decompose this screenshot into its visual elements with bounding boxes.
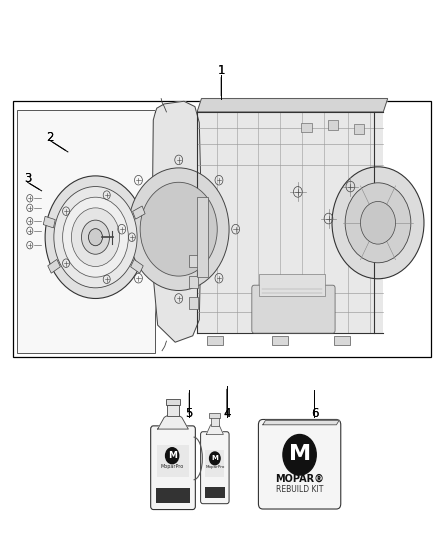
Bar <box>301 123 312 132</box>
Circle shape <box>360 201 396 244</box>
Circle shape <box>332 167 424 279</box>
Bar <box>259 274 325 296</box>
Circle shape <box>128 168 229 290</box>
Text: M: M <box>289 443 311 464</box>
Text: 2: 2 <box>46 131 54 144</box>
Circle shape <box>54 187 137 288</box>
Bar <box>189 255 198 266</box>
Polygon shape <box>263 421 339 425</box>
Circle shape <box>88 229 102 246</box>
Text: 4: 4 <box>223 407 231 419</box>
Polygon shape <box>197 99 388 112</box>
Bar <box>167 405 179 416</box>
FancyBboxPatch shape <box>252 285 335 333</box>
Circle shape <box>45 176 146 298</box>
Text: 5: 5 <box>186 407 193 419</box>
Bar <box>48 260 60 273</box>
Polygon shape <box>158 414 188 429</box>
Text: 3: 3 <box>24 172 31 185</box>
Circle shape <box>81 220 110 254</box>
Bar <box>272 336 288 345</box>
Bar <box>211 417 219 426</box>
Text: M: M <box>212 455 218 461</box>
Bar <box>205 450 224 477</box>
Bar <box>156 488 190 503</box>
Text: MOPAR®: MOPAR® <box>275 473 324 483</box>
Circle shape <box>210 452 220 465</box>
Bar <box>43 216 55 228</box>
Text: 6: 6 <box>311 407 318 419</box>
Bar <box>197 197 208 277</box>
FancyBboxPatch shape <box>151 426 195 510</box>
Bar <box>207 336 223 345</box>
Bar <box>205 487 225 498</box>
Polygon shape <box>152 101 201 342</box>
Bar <box>133 206 145 219</box>
Bar <box>131 260 143 273</box>
Bar <box>17 110 155 353</box>
Bar <box>328 120 338 130</box>
Text: MoparPro: MoparPro <box>205 465 225 470</box>
Bar <box>166 399 180 405</box>
Circle shape <box>71 208 120 266</box>
FancyBboxPatch shape <box>258 419 341 509</box>
Text: 3: 3 <box>24 172 31 185</box>
Bar <box>189 276 198 288</box>
Circle shape <box>345 183 411 263</box>
Circle shape <box>140 182 217 276</box>
Bar <box>354 124 364 134</box>
Text: 1: 1 <box>217 64 225 77</box>
Bar <box>197 112 383 333</box>
Circle shape <box>166 448 179 464</box>
Text: 6: 6 <box>311 407 318 419</box>
Text: M: M <box>168 451 177 459</box>
Text: REBUILD KIT: REBUILD KIT <box>276 485 323 494</box>
Polygon shape <box>206 425 223 434</box>
Circle shape <box>283 434 316 475</box>
Bar <box>157 445 189 477</box>
Bar <box>334 336 350 345</box>
Bar <box>209 413 220 418</box>
Text: MoparPro: MoparPro <box>160 464 184 469</box>
Bar <box>189 297 198 309</box>
Circle shape <box>63 197 128 277</box>
FancyBboxPatch shape <box>201 432 229 504</box>
Text: 2: 2 <box>46 131 54 144</box>
Text: 1: 1 <box>217 64 225 77</box>
Text: 4: 4 <box>223 407 231 419</box>
Bar <box>13 101 431 357</box>
Text: 5: 5 <box>186 407 193 419</box>
